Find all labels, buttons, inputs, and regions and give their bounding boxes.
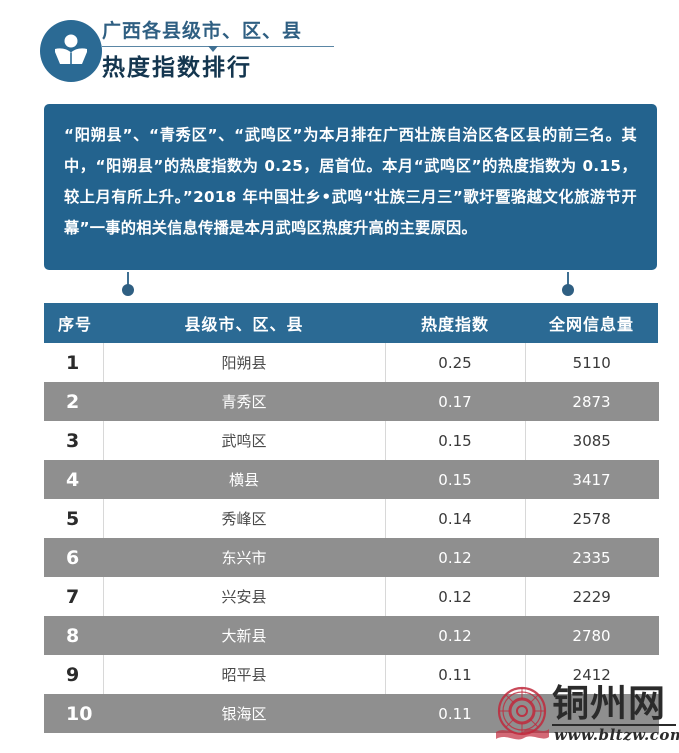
page-title-top: 广西各县级市、区、县 [102,20,303,42]
cell-name: 武鸣区 [103,421,386,460]
cell-index: 0.25 [385,343,526,382]
table-header-row: 序号 县级市、区、县 热度指数 全网信息量 [44,303,658,343]
table-body: 1 阳朔县 0.25 5110 2 青秀区 0.17 2873 3 武鸣区 0.15 3085 4 横县 0… [44,343,659,733]
cell-rank: 2 [44,382,104,421]
cell-index: 0.15 [385,460,526,499]
table-row: 7 兴安县 0.12 2229 [44,577,658,616]
cell-volume: 2412 [525,655,658,694]
cell-volume: 3085 [525,421,658,460]
header-titles: 广西各县级市、区、县 热度指数排行 [98,18,398,84]
table-row: 4 横县 0.15 3417 [44,460,659,499]
column-header-index: 热度指数 [385,303,525,343]
cell-index: 0.14 [385,499,526,538]
cell-index: 0.11 [385,694,526,733]
table-row: 3 武鸣区 0.15 3085 [44,421,658,460]
cell-rank: 3 [44,421,104,460]
pin-stem [567,272,569,288]
table-row: 5 秀峰区 0.14 2578 [44,499,658,538]
ranking-table: 序号 县级市、区、县 热度指数 全网信息量 1 阳朔县 0.25 5110 2 青秀区 0.… [44,303,659,733]
cell-name: 东兴市 [103,538,386,577]
pin-stem [127,272,129,288]
cell-rank: 6 [44,538,104,577]
cell-volume: 2229 [525,577,658,616]
cell-rank: 5 [44,499,104,538]
cell-volume: 5110 [525,343,658,382]
table-row: 10 银海区 0.11 [44,694,659,733]
header: 广西各县级市、区、县 热度指数排行 [40,18,640,90]
cell-name: 横县 [103,460,386,499]
cell-volume: 3417 [525,460,659,499]
column-header-name: 县级市、区、县 [103,303,385,343]
cell-volume [525,694,659,733]
cell-name: 秀峰区 [103,499,386,538]
pin-connector-left [122,272,134,298]
cell-index: 0.15 [385,421,526,460]
cell-index: 0.11 [385,655,526,694]
cell-index: 0.12 [385,538,526,577]
title-divider [102,46,334,52]
cell-name: 昭平县 [103,655,386,694]
page-title-bottom: 热度指数排行 [102,55,252,81]
cell-name: 青秀区 [103,382,386,421]
pin-connector-right [562,272,574,298]
cell-rank: 1 [44,343,104,382]
table-row: 6 东兴市 0.12 2335 [44,538,659,577]
cell-name: 银海区 [103,694,386,733]
pin-knob [122,284,134,296]
cell-name: 大新县 [103,616,386,655]
cell-rank: 4 [44,460,104,499]
open-book-icon [40,20,102,82]
cell-volume: 2578 [525,499,658,538]
table-row: 8 大新县 0.12 2780 [44,616,659,655]
table-row: 2 青秀区 0.17 2873 [44,382,659,421]
summary-panel: “阳朔县”、“青秀区”、“武鸣区”为本月排在广西壮族自治区各区县的前三名。其中，… [44,104,657,270]
cell-rank: 8 [44,616,104,655]
cell-volume: 2335 [525,538,659,577]
cell-rank: 7 [44,577,104,616]
column-header-volume: 全网信息量 [525,303,658,343]
table-row: 1 阳朔县 0.25 5110 [44,343,658,382]
column-header-rank: 序号 [44,303,103,343]
cell-rank: 10 [44,694,104,733]
cell-index: 0.12 [385,616,526,655]
cell-volume: 2873 [525,382,659,421]
summary-text: “阳朔县”、“青秀区”、“武鸣区”为本月排在广西壮族自治区各区县的前三名。其中，… [64,126,637,237]
cell-name: 兴安县 [103,577,386,616]
cell-index: 0.17 [385,382,526,421]
cell-rank: 9 [44,655,104,694]
cell-index: 0.12 [385,577,526,616]
table-row: 9 昭平县 0.11 2412 [44,655,658,694]
pin-knob [562,284,574,296]
table-header: 序号 县级市、区、县 热度指数 全网信息量 [44,303,658,343]
cell-name: 阳朔县 [103,343,386,382]
cell-volume: 2780 [525,616,659,655]
